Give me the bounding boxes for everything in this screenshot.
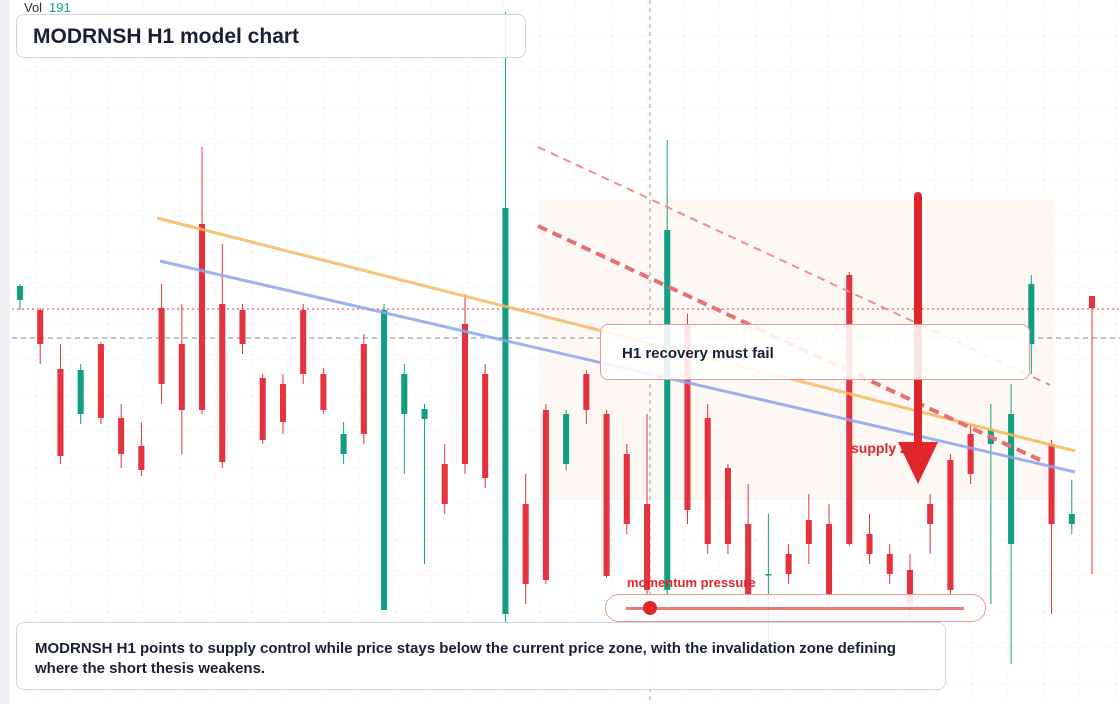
candle-body (906, 570, 913, 604)
candle-body (178, 344, 185, 410)
candle-body (300, 310, 307, 374)
slider-track (626, 607, 964, 610)
candle-body (97, 344, 104, 418)
candle-body (623, 454, 630, 524)
candle-body (259, 378, 266, 440)
candle-body (1028, 284, 1035, 344)
candle-body (563, 414, 570, 464)
zone-label: supply zone (851, 440, 932, 456)
candle-body (57, 369, 64, 456)
candle-body (967, 434, 974, 474)
vol-label: Vol (24, 0, 42, 15)
candle-body (1008, 414, 1015, 544)
arrow-head (898, 442, 938, 484)
summary: MODRNSH H1 points to supply control whil… (35, 640, 896, 677)
callout-box: H1 recovery must fail (600, 324, 1030, 380)
candle-body (138, 446, 145, 470)
candle-body (37, 310, 44, 344)
summary-box: MODRNSH H1 points to supply control whil… (16, 622, 946, 690)
candle-body (583, 374, 590, 410)
candle-body (340, 434, 347, 454)
candle-body (16, 286, 24, 300)
callout: H1 recovery must fail (622, 345, 774, 362)
candle-body (381, 310, 388, 610)
candle-body (846, 275, 853, 544)
candle-body (1068, 514, 1075, 524)
candle-body (542, 410, 549, 580)
candle-body (643, 504, 651, 590)
candle-body (765, 574, 772, 576)
candle-body (158, 308, 165, 384)
channel-line (537, 146, 1051, 386)
candle-body (320, 374, 327, 410)
title-box: MODRNSH H1 model chart (16, 14, 526, 58)
candle-body (886, 554, 893, 574)
candle-body (482, 374, 489, 478)
slider-knob[interactable] (643, 601, 657, 615)
candle-body (401, 374, 408, 414)
candle-body (522, 504, 529, 584)
candle-body (1048, 444, 1055, 524)
candle-body (441, 464, 448, 504)
candle-body (745, 524, 752, 594)
candle-body (502, 208, 509, 614)
candle-body (805, 520, 812, 544)
candle-body (603, 414, 610, 576)
left-edge (0, 0, 10, 704)
candle-body (239, 310, 246, 344)
candle-body (360, 344, 367, 434)
candle-body (199, 224, 206, 410)
candle-body (118, 418, 125, 454)
candle-body (1088, 296, 1096, 308)
vol-value: 191 (49, 0, 71, 15)
candle-body (785, 554, 792, 574)
candle-body (826, 524, 833, 594)
title: MODRNSH H1 model chart (33, 25, 300, 48)
slider-label: momentum pressure (627, 575, 756, 590)
candle-body (724, 468, 731, 544)
slider[interactable] (605, 594, 986, 622)
candle-body (927, 504, 934, 524)
candle-body (77, 370, 84, 414)
candle-body (461, 324, 469, 464)
candle-body (279, 384, 286, 422)
candle-body (219, 304, 226, 462)
candle-body (684, 324, 691, 510)
candle-body (421, 409, 428, 419)
candle-body (664, 230, 671, 590)
candle-body (947, 460, 954, 590)
candle-body (866, 534, 873, 554)
candle-body (704, 418, 711, 544)
